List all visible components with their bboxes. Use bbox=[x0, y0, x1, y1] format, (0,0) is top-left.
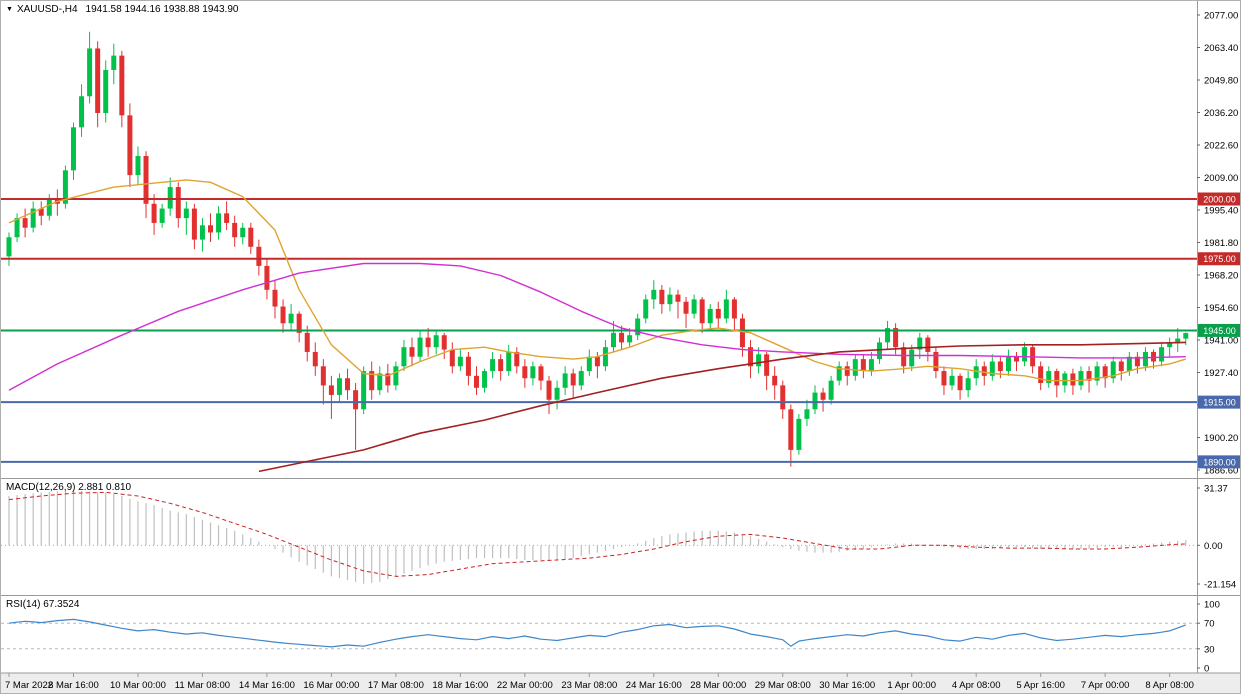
macd-indicator-pane[interactable] bbox=[1, 490, 1197, 584]
main-price-pane[interactable] bbox=[1, 31, 1197, 473]
svg-text:1900.20: 1900.20 bbox=[1204, 433, 1238, 444]
svg-text:23 Mar 08:00: 23 Mar 08:00 bbox=[561, 680, 617, 691]
svg-text:2009.00: 2009.00 bbox=[1204, 173, 1238, 184]
svg-text:30 Mar 16:00: 30 Mar 16:00 bbox=[819, 680, 875, 691]
svg-text:1927.40: 1927.40 bbox=[1204, 368, 1238, 379]
svg-text:16 Mar 00:00: 16 Mar 00:00 bbox=[303, 680, 359, 691]
svg-text:7 Mar 2022: 7 Mar 2022 bbox=[5, 680, 53, 691]
svg-text:11 Mar 08:00: 11 Mar 08:00 bbox=[175, 680, 230, 691]
pane-separators bbox=[1, 1, 1240, 673]
svg-text:29 Mar 08:00: 29 Mar 08:00 bbox=[755, 680, 811, 691]
svg-text:5 Apr 16:00: 5 Apr 16:00 bbox=[1016, 680, 1065, 691]
svg-text:1915.00: 1915.00 bbox=[1203, 398, 1236, 408]
svg-text:22 Mar 00:00: 22 Mar 00:00 bbox=[497, 680, 553, 691]
svg-text:1945.00: 1945.00 bbox=[1203, 326, 1236, 336]
svg-text:1890.00: 1890.00 bbox=[1203, 457, 1236, 467]
svg-text:14 Mar 16:00: 14 Mar 16:00 bbox=[239, 680, 295, 691]
svg-text:0.00: 0.00 bbox=[1204, 541, 1223, 552]
svg-text:10 Mar 00:00: 10 Mar 00:00 bbox=[110, 680, 166, 691]
symbol-ohlc-readout: ▼ XAUUSD-,H4 1941.58 1944.16 1938.88 1943.… bbox=[6, 4, 238, 17]
symbol-expander-icon[interactable]: ▼ bbox=[6, 6, 13, 13]
svg-text:28 Mar 00:00: 28 Mar 00:00 bbox=[690, 680, 746, 691]
rsi-indicator-pane[interactable] bbox=[1, 618, 1197, 650]
svg-text:24 Mar 16:00: 24 Mar 16:00 bbox=[626, 680, 682, 691]
svg-text:1968.20: 1968.20 bbox=[1204, 270, 1238, 281]
symbol-timeframe-label: XAUUSD-,H4 bbox=[16, 4, 78, 15]
svg-text:2049.80: 2049.80 bbox=[1204, 75, 1238, 86]
svg-text:1941.00: 1941.00 bbox=[1204, 335, 1238, 346]
svg-text:-21.154: -21.154 bbox=[1204, 579, 1236, 590]
svg-text:1975.00: 1975.00 bbox=[1203, 254, 1236, 264]
rsi-indicator-label: RSI(14) 67.3524 bbox=[6, 599, 80, 610]
svg-text:18 Mar 16:00: 18 Mar 16:00 bbox=[432, 680, 488, 691]
svg-text:2077.00: 2077.00 bbox=[1204, 11, 1238, 22]
macd-indicator-label: MACD(12,26,9) 2.881 0.810 bbox=[6, 482, 132, 493]
svg-text:8 Apr 08:00: 8 Apr 08:00 bbox=[1145, 680, 1194, 691]
svg-text:2022.60: 2022.60 bbox=[1204, 140, 1238, 151]
svg-text:0: 0 bbox=[1204, 664, 1209, 675]
svg-text:100: 100 bbox=[1204, 600, 1220, 611]
svg-text:1995.40: 1995.40 bbox=[1204, 205, 1238, 216]
svg-text:31.37: 31.37 bbox=[1204, 484, 1228, 495]
svg-text:4 Apr 08:00: 4 Apr 08:00 bbox=[952, 680, 1001, 691]
price-axis[interactable]: 2077.00 2063.40 2049.80 2036.20 2022.60 2009.… bbox=[1197, 11, 1241, 675]
svg-text:2000.00: 2000.00 bbox=[1203, 195, 1236, 205]
svg-text:1954.60: 1954.60 bbox=[1204, 303, 1238, 314]
svg-text:7 Apr 00:00: 7 Apr 00:00 bbox=[1081, 680, 1130, 691]
svg-text:2036.20: 2036.20 bbox=[1204, 108, 1238, 119]
svg-text:17 Mar 08:00: 17 Mar 08:00 bbox=[368, 680, 424, 691]
svg-text:1 Apr 00:00: 1 Apr 00:00 bbox=[887, 680, 936, 691]
svg-text:2063.40: 2063.40 bbox=[1204, 43, 1238, 54]
svg-text:70: 70 bbox=[1204, 619, 1215, 630]
svg-text:30: 30 bbox=[1204, 644, 1215, 655]
svg-text:8 Mar 16:00: 8 Mar 16:00 bbox=[48, 680, 99, 691]
ohlc-values: 1941.58 1944.16 1938.88 1943.90 bbox=[85, 4, 239, 15]
svg-text:1981.80: 1981.80 bbox=[1204, 238, 1238, 249]
svg-text:1886.60: 1886.60 bbox=[1204, 465, 1238, 476]
